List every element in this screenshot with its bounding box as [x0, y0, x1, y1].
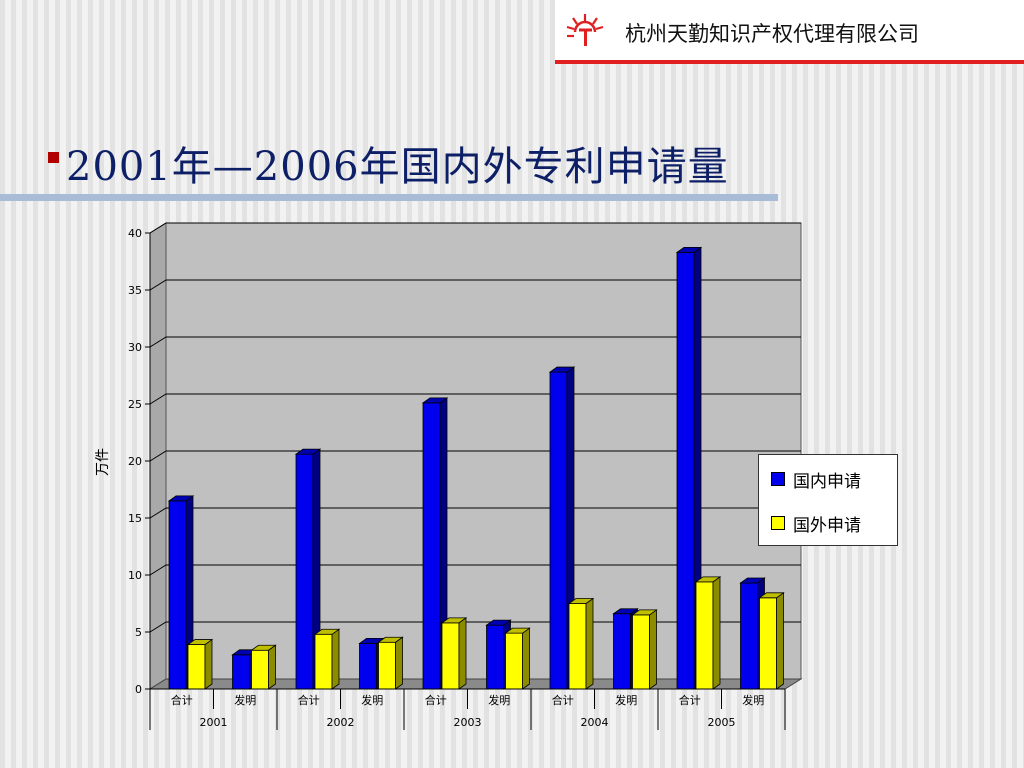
y-axis-title: 万件 — [95, 448, 111, 476]
category-label: 发明 — [361, 693, 383, 707]
bar-foreign — [759, 597, 777, 690]
gridline — [149, 507, 801, 519]
bar-foreign-side — [268, 644, 276, 690]
legend-swatch-foreign — [771, 516, 785, 530]
chart-legend: 国内申请 国外申请 — [758, 454, 898, 546]
sun-logo-icon — [566, 14, 604, 46]
legend-item-domestic: 国内申请 — [771, 468, 861, 492]
bar-domestic-top — [294, 448, 322, 455]
y-tick-label: 10 — [128, 569, 142, 582]
y-tick-label: 25 — [128, 398, 142, 411]
bar-domestic — [486, 624, 504, 690]
group-label: 2001 — [200, 716, 228, 729]
bar-foreign-top — [186, 639, 214, 645]
category-label: 合计 — [679, 693, 701, 707]
bar-foreign — [632, 614, 650, 690]
bar-foreign-top — [440, 617, 468, 624]
bar-domestic-top — [612, 608, 639, 615]
bar-foreign-top — [504, 627, 531, 634]
bar-foreign-side — [585, 597, 594, 690]
bar-domestic-top — [421, 397, 449, 404]
group-label: 2005 — [708, 716, 736, 729]
y-tick-label: 20 — [128, 455, 142, 468]
category-label: 发明 — [615, 693, 637, 707]
bar-domestic — [295, 453, 314, 690]
bar-domestic — [359, 643, 377, 690]
bar-foreign — [441, 622, 460, 690]
bar-foreign-side — [395, 636, 403, 690]
y-tick-label: 35 — [128, 284, 142, 297]
gridline — [149, 450, 801, 462]
slide-title: 2001年—2006年国内外专利申请量 — [66, 144, 729, 190]
bar-foreign-top — [631, 609, 658, 616]
gridline — [149, 222, 801, 234]
bar-foreign — [251, 649, 269, 690]
gridline — [149, 279, 801, 291]
bar-foreign-top — [313, 628, 341, 635]
bar-domestic-top — [485, 619, 512, 626]
bar-domestic — [613, 613, 631, 690]
gridline — [149, 564, 801, 576]
bar-foreign-side — [331, 628, 340, 690]
title-bullet — [48, 152, 59, 163]
bar-foreign-top — [567, 598, 595, 604]
bar-foreign-top — [758, 592, 785, 599]
bar-domestic-top — [739, 577, 766, 584]
header-logo-box: 杭州天勤知识产权代理有限公司 — [555, 0, 1024, 64]
bar-foreign — [568, 603, 587, 690]
bar-foreign — [314, 633, 333, 690]
bar-domestic — [549, 371, 568, 690]
bar-domestic — [740, 582, 758, 690]
legend-item-foreign: 国外申请 — [771, 512, 861, 536]
bar-domestic — [232, 654, 250, 690]
bar-foreign-side — [649, 609, 657, 690]
bar-foreign-side — [458, 617, 467, 690]
company-name: 杭州天勤知识产权代理有限公司 — [625, 22, 919, 46]
bar-domestic-top — [167, 495, 195, 502]
category-label: 合计 — [171, 693, 193, 707]
gridline — [149, 336, 801, 348]
bar-foreign — [187, 644, 206, 690]
bar-foreign-side — [522, 627, 530, 690]
category-label: 合计 — [425, 693, 447, 707]
bar-foreign — [695, 581, 714, 690]
bar-foreign-top — [250, 644, 277, 651]
y-tick-label: 30 — [128, 341, 142, 354]
category-label: 合计 — [298, 693, 320, 707]
bar-foreign — [505, 632, 523, 690]
title-rule — [0, 194, 778, 201]
group-label: 2004 — [581, 716, 609, 729]
bar-foreign-side — [776, 592, 784, 690]
y-tick-label: 15 — [128, 512, 142, 525]
legend-swatch-domestic — [771, 472, 785, 486]
bar-domestic — [676, 251, 695, 690]
category-label: 发明 — [234, 693, 256, 707]
category-label: 发明 — [742, 693, 764, 707]
bar-foreign-side — [204, 638, 213, 690]
bar-domestic — [168, 500, 187, 690]
bar-domestic-top — [548, 366, 576, 373]
bar-domestic — [422, 402, 441, 690]
y-tick-label: 0 — [135, 683, 142, 696]
gridline — [149, 393, 801, 405]
y-tick-label: 40 — [128, 227, 142, 240]
legend-label-domestic: 国内申请 — [793, 471, 861, 492]
group-label: 2002 — [327, 716, 355, 729]
legend-label-foreign: 国外申请 — [793, 515, 861, 536]
bar-foreign-top — [377, 636, 404, 643]
y-tick-label: 5 — [135, 626, 142, 639]
bar-domestic-top — [675, 246, 703, 253]
bar-foreign-side — [712, 576, 721, 690]
bar-foreign — [378, 641, 396, 690]
category-label: 合计 — [552, 693, 574, 707]
category-label: 发明 — [488, 693, 510, 707]
group-label: 2003 — [454, 716, 482, 729]
bar-foreign-top — [694, 576, 722, 583]
